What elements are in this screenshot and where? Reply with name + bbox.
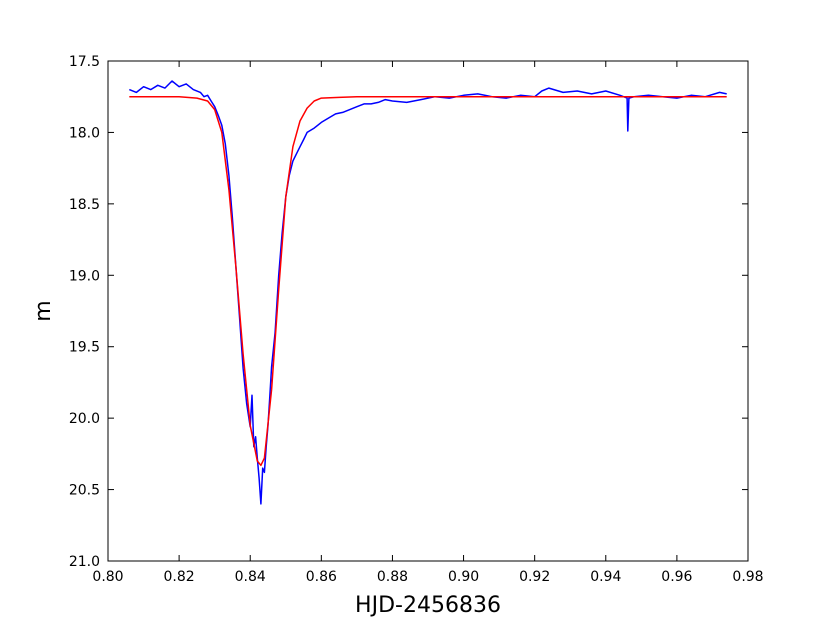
y-tick-label: 19.5 (69, 340, 100, 356)
y-tick-label: 21.0 (69, 554, 100, 570)
series-layer (129, 80, 727, 505)
x-tick-label: 0.88 (377, 569, 408, 585)
x-tick-label: 0.96 (661, 569, 692, 585)
x-tick-label: 0.82 (164, 569, 195, 585)
x-tick-label: 0.92 (519, 569, 550, 585)
x-tick-label: 0.90 (448, 569, 479, 585)
y-tick-label: 18.5 (69, 197, 100, 213)
x-tick-label: 0.94 (590, 569, 621, 585)
model-fit-line (129, 95, 727, 467)
x-axis: 0.80 0.82 0.84 0.86 0.88 0.90 0.92 0.94 0.96 0.98 (92, 61, 764, 585)
x-tick-label: 0.80 (92, 569, 123, 585)
x-tick-label: 0.98 (732, 569, 763, 585)
y-tick-label: 19.0 (69, 268, 100, 284)
y-tick-label: 18.0 (69, 125, 100, 141)
y-tick-label: 20.0 (69, 411, 100, 427)
x-tick-label: 0.86 (306, 569, 337, 585)
y-tick-label: 17.5 (69, 54, 100, 70)
y-tick-label: 20.5 (69, 483, 100, 499)
y-axis-title: m (31, 300, 56, 321)
plot-area (107, 60, 749, 562)
y-axis: 17.5 18.0 18.5 19.0 19.5 20.0 20.5 21.0 (69, 54, 748, 570)
x-tick-label: 0.84 (235, 569, 266, 585)
observed-light-curve-line (129, 80, 727, 505)
plot-frame (107, 60, 749, 562)
x-axis-title: HJD-2456836 (355, 593, 501, 618)
